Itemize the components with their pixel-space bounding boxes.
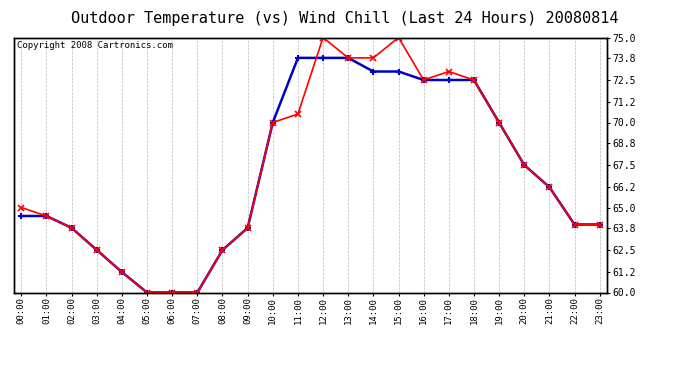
Text: Copyright 2008 Cartronics.com: Copyright 2008 Cartronics.com xyxy=(17,41,172,50)
Text: Outdoor Temperature (vs) Wind Chill (Last 24 Hours) 20080814: Outdoor Temperature (vs) Wind Chill (Las… xyxy=(71,11,619,26)
